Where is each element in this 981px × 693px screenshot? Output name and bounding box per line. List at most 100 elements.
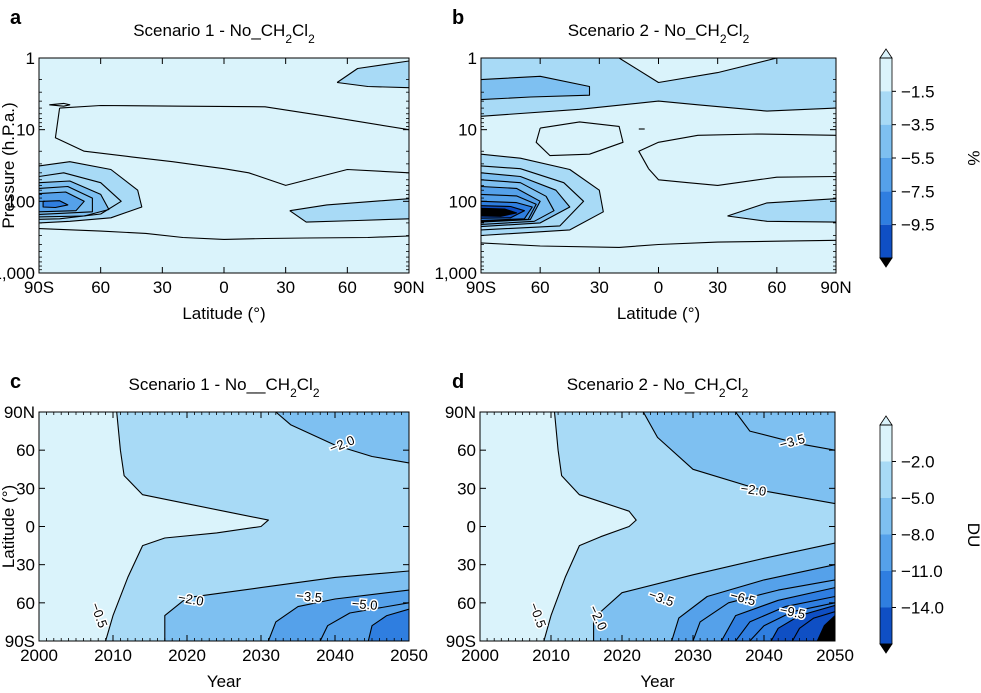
colorbar-2: −2.0 −5.0 −8.0 −11.0 −14.0 DU [879,415,981,654]
colorbar-tick-label: −5.0 [901,489,935,508]
colorbar-swatch [880,91,892,125]
level-region [481,76,590,100]
colorbar-unit-label: DU [964,523,981,548]
level-region [817,615,835,641]
contour-line [54,108,409,186]
contour-line [367,608,409,641]
colorbar-tick-label: −2.0 [901,453,935,472]
y-tick-label: 1 [26,49,35,68]
x-tick-label: 30 [590,278,609,297]
level-region [638,134,836,186]
contour-line [267,589,409,641]
contour-line [481,200,533,222]
y-tick-label: 1 [468,49,477,68]
contour-line [735,595,835,641]
contour-line [481,75,591,101]
contour-line [39,180,110,218]
contour-label: −2.0 [177,590,205,609]
contour-line [59,104,409,131]
colorbar-bottom-arrow [879,257,893,268]
x-tick-label: 2000 [461,646,499,665]
x-tick-label: 30 [276,278,295,297]
level-region [480,412,637,641]
y-tick-label: 1,000 [0,264,35,283]
x-tick-label: 2000 [20,646,58,665]
contour-label: −9.5 [779,602,807,622]
x-axis-label: Year [640,672,675,691]
colorbar-top-arrow [879,48,893,59]
y-tick-label: 90S [5,632,35,651]
panel-title: Scenario 2 - No_CH2Cl2 [567,375,749,400]
colorbar-bottom-arrow [879,643,893,654]
x-tick-label: 2010 [94,646,132,665]
x-tick-label: 90N [820,278,851,297]
contour-line [749,602,835,641]
colorbar-tick-label: −8.0 [901,526,935,545]
colorbar-tick-label: −5.5 [901,149,935,168]
colorbar-tick-label: −7.5 [901,182,935,201]
colorbar-swatch [880,425,892,462]
contour-line [648,168,836,186]
x-tick-label: 90N [393,278,424,297]
x-tick-label: 2020 [603,646,641,665]
x-tick-label: 60 [91,278,110,297]
colorbar-swatch [880,224,892,258]
y-tick-label: 60 [457,441,476,460]
y-tick-label: 30 [16,556,35,575]
panel-a: 90S 60 30 0 30 60 90N 1 10 100 1,000 Latitude (°) Pr… [0,7,425,323]
contour-line [481,207,518,217]
contour-line [593,542,835,641]
x-tick-label: 0 [654,278,663,297]
contour-line [481,172,571,228]
x-axis-label: Latitude (°) [617,304,700,323]
panel-letter: d [452,371,464,393]
contour-line [535,121,624,157]
panel-letter: a [10,7,22,29]
y-tick-label: 10 [458,121,477,140]
panel-title: Scenario 1 - No_CH2Cl2 [133,21,315,46]
colorbar-swatch [880,534,892,571]
contour-line [39,172,122,220]
contour-line [49,102,71,107]
contour-line [770,604,835,641]
colorbar-swatch [880,461,892,498]
colorbar-top-arrow [879,415,893,426]
contour-line [671,564,835,641]
contour-line [39,228,409,240]
contour-line [39,161,143,224]
colorbar-tick-label: −1.5 [901,82,935,101]
y-tick-label: 60 [457,594,476,613]
plot-area: −2.0−0.5−2.0 −3.5 −5.0 [39,412,409,641]
colorbar-tick-label: −14.0 [901,599,944,618]
y-axis-label: Latitude (°) [0,485,18,568]
contour-label: −2.0 [740,481,768,499]
panel-b: 90S 60 30 0 30 60 90N 1 10 100 1,000 Latitude (°) Sc… [434,7,851,323]
x-tick-label: 2040 [316,646,354,665]
contour-line [618,58,777,84]
level-region [481,58,836,117]
x-tick-label: 60 [338,278,357,297]
level-region [643,412,835,504]
contour-line [791,611,835,641]
y-tick-label: 10 [16,121,35,140]
x-tick-label: 2030 [242,646,280,665]
panel-d: −3.5−2.0−0.5 −2.0−3.5 −6.5−9.5 2000 2010 2020… [445,371,854,691]
x-tick-label: 2040 [745,646,783,665]
y-tick-label: 0 [467,518,476,537]
contour-line [337,81,409,89]
colorbar-tick-label: −9.5 [901,216,935,235]
x-tick-label: 60 [767,278,786,297]
contour-line [289,210,409,223]
y-tick-label: 30 [457,556,476,575]
x-tick-label: 90S [24,278,54,297]
x-tick-label: 2010 [532,646,570,665]
level-region [771,605,835,641]
level-region [337,61,409,88]
plot-area [39,58,409,273]
level-region [368,609,409,641]
contour-line [319,602,409,641]
y-tick-label: 30 [16,479,35,498]
x-tick-label: 30 [708,278,727,297]
colorbar-swatch [880,607,892,644]
